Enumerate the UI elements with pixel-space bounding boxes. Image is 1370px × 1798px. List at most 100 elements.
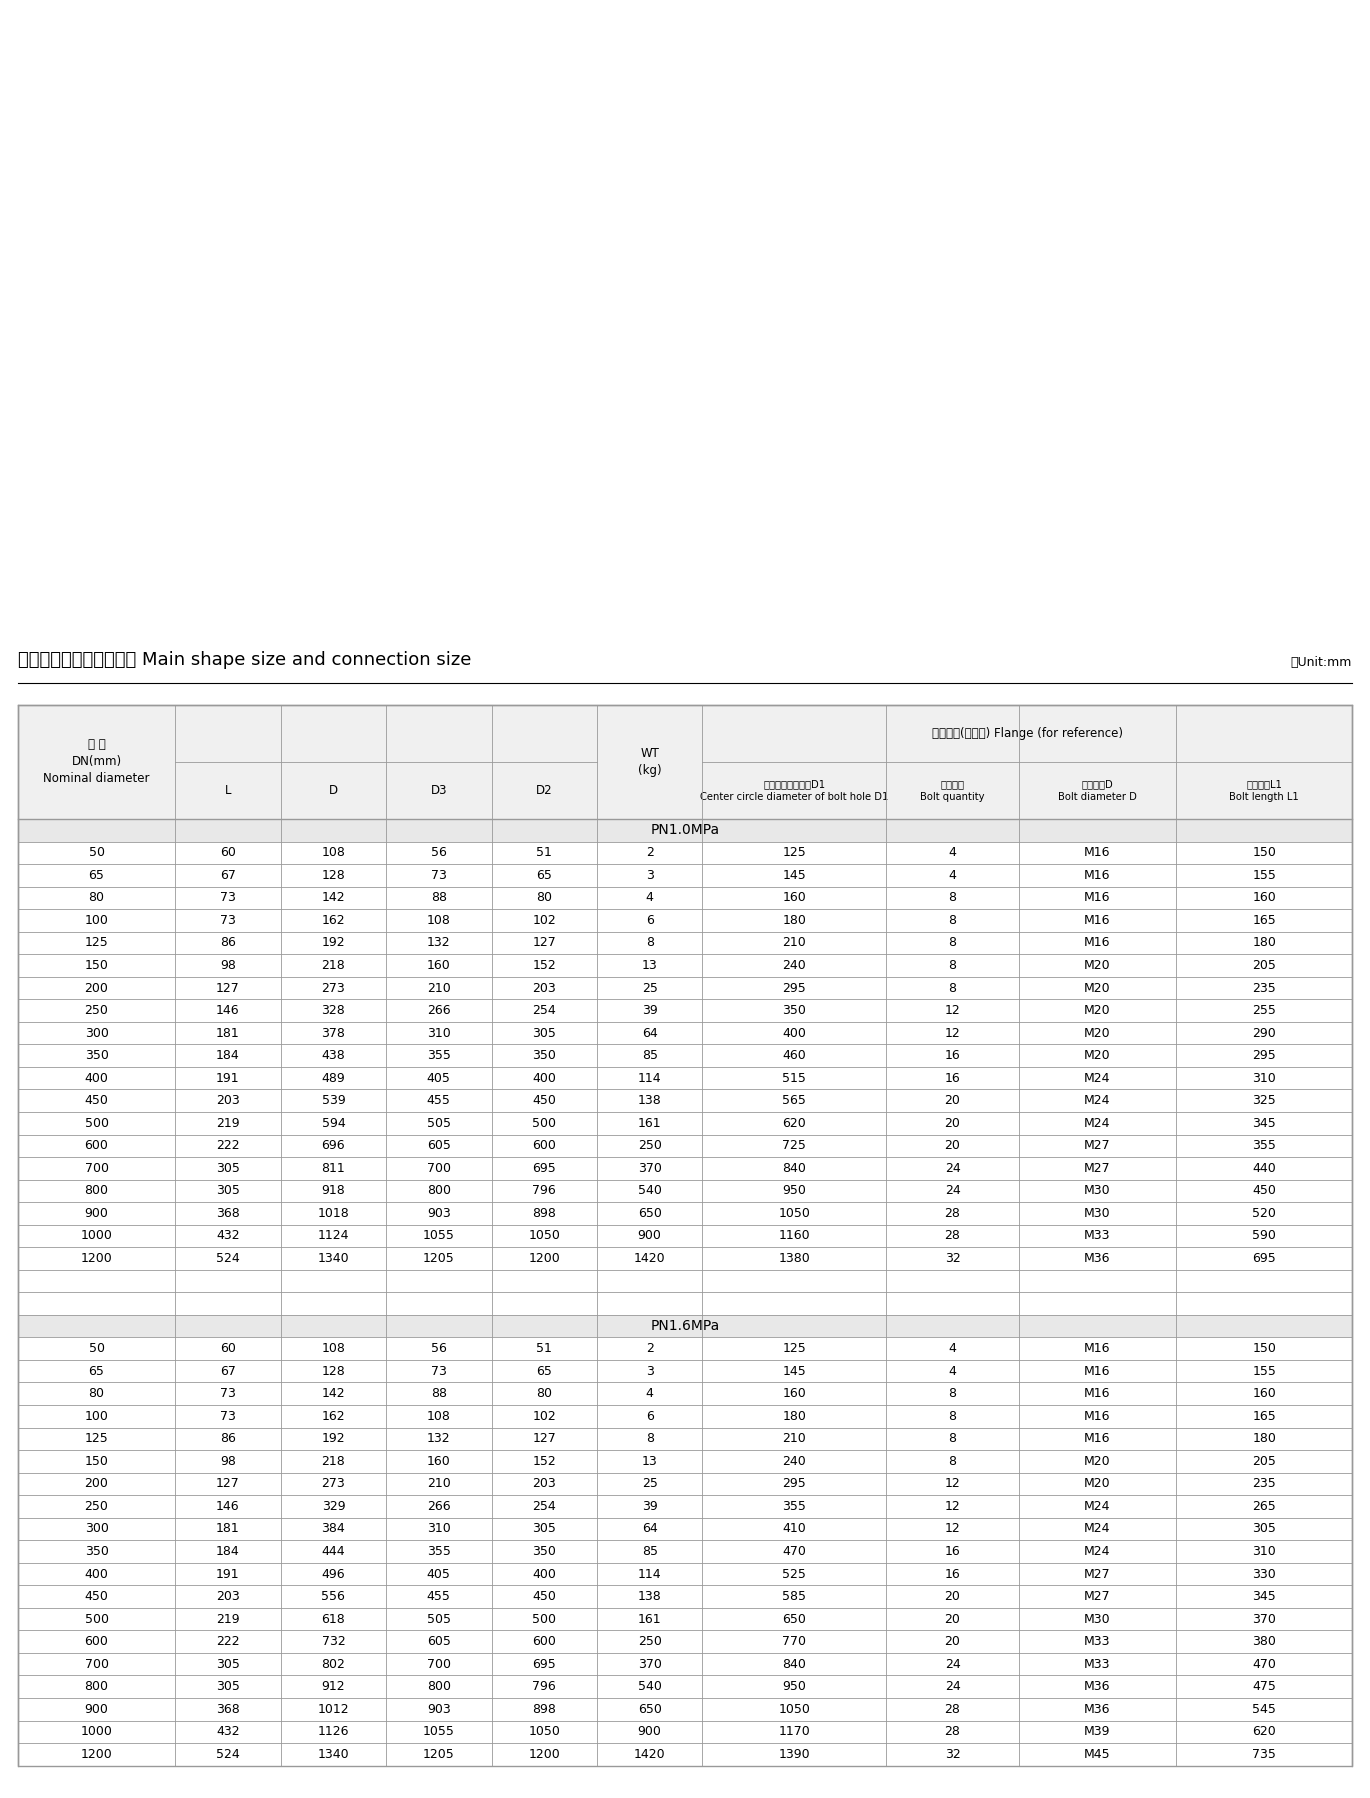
Text: 650: 650: [637, 1703, 662, 1715]
Text: 138: 138: [638, 1095, 662, 1108]
Bar: [18, 976, 1352, 1000]
Text: 205: 205: [1252, 1455, 1275, 1467]
Text: D2: D2: [536, 784, 552, 797]
Text: 39: 39: [641, 1500, 658, 1512]
Text: 1200: 1200: [81, 1748, 112, 1760]
Text: 56: 56: [432, 1341, 447, 1356]
Text: 219: 219: [216, 1117, 240, 1129]
Text: 16: 16: [945, 1050, 960, 1063]
Text: 100: 100: [85, 1410, 108, 1422]
Text: M33: M33: [1084, 1230, 1111, 1242]
Text: 60: 60: [221, 1341, 236, 1356]
Text: 600: 600: [533, 1140, 556, 1153]
Text: 4: 4: [645, 892, 653, 904]
Text: 1420: 1420: [634, 1748, 666, 1760]
Text: 65: 65: [536, 1365, 552, 1377]
Text: 150: 150: [1252, 847, 1275, 859]
Bar: [18, 1586, 1352, 1607]
Bar: [18, 820, 1352, 841]
Text: 500: 500: [532, 1117, 556, 1129]
Text: 222: 222: [216, 1140, 240, 1153]
Text: 4: 4: [948, 1365, 956, 1377]
Text: 811: 811: [322, 1162, 345, 1174]
Text: 161: 161: [638, 1613, 662, 1625]
Bar: [18, 1111, 1352, 1135]
Text: 903: 903: [427, 1703, 451, 1715]
Bar: [18, 1631, 1352, 1652]
Text: M45: M45: [1084, 1748, 1111, 1760]
Text: 266: 266: [427, 1003, 451, 1018]
Text: 455: 455: [427, 1095, 451, 1108]
Text: 1170: 1170: [778, 1726, 810, 1739]
Text: 1000: 1000: [81, 1230, 112, 1242]
Text: 254: 254: [533, 1003, 556, 1018]
Text: 螺栓孔中心圆直径D1
Center circle diameter of bolt hole D1: 螺栓孔中心圆直径D1 Center circle diameter of bol…: [700, 779, 889, 802]
Bar: [386, 705, 492, 762]
Text: 1050: 1050: [529, 1726, 560, 1739]
Bar: [886, 762, 1018, 820]
Text: 440: 440: [1252, 1162, 1275, 1174]
Bar: [18, 1359, 1352, 1383]
Bar: [18, 1158, 1352, 1179]
Text: 127: 127: [216, 1478, 240, 1491]
Text: 300: 300: [85, 1027, 108, 1039]
Text: 330: 330: [1252, 1568, 1275, 1580]
Bar: [492, 762, 597, 820]
Text: 950: 950: [782, 1185, 807, 1197]
Text: 1126: 1126: [318, 1726, 349, 1739]
Text: M24: M24: [1084, 1072, 1111, 1084]
Text: M16: M16: [1084, 1433, 1111, 1446]
Text: 310: 310: [1252, 1072, 1275, 1084]
Text: 16: 16: [945, 1544, 960, 1559]
Text: 146: 146: [216, 1500, 240, 1512]
Text: 450: 450: [533, 1589, 556, 1604]
Text: 65: 65: [89, 868, 104, 881]
Bar: [18, 1224, 1352, 1248]
Text: 160: 160: [782, 1388, 807, 1401]
Text: 160: 160: [427, 1455, 451, 1467]
Text: 184: 184: [216, 1544, 240, 1559]
Text: 796: 796: [533, 1681, 556, 1694]
Text: 350: 350: [782, 1003, 807, 1018]
Text: M16: M16: [1084, 892, 1111, 904]
Text: 1200: 1200: [529, 1251, 560, 1266]
Text: 127: 127: [533, 937, 556, 949]
Text: 1200: 1200: [529, 1748, 560, 1760]
Text: 8: 8: [948, 982, 956, 994]
Text: M16: M16: [1084, 1365, 1111, 1377]
Text: 384: 384: [322, 1523, 345, 1535]
Text: 1390: 1390: [778, 1748, 810, 1760]
Text: 螺栓数量
Bolt quantity: 螺栓数量 Bolt quantity: [921, 779, 985, 802]
Bar: [175, 762, 281, 820]
Text: 20: 20: [944, 1095, 960, 1108]
Text: 254: 254: [533, 1500, 556, 1512]
Text: 203: 203: [533, 1478, 556, 1491]
Bar: [18, 1404, 1352, 1428]
Bar: [18, 1045, 1352, 1066]
Text: 350: 350: [533, 1050, 556, 1063]
Text: 405: 405: [427, 1568, 451, 1580]
Text: 191: 191: [216, 1568, 240, 1580]
Bar: [18, 705, 1352, 1766]
Text: 1050: 1050: [778, 1206, 811, 1219]
Text: PN1.0MPa: PN1.0MPa: [651, 823, 719, 838]
Text: 51: 51: [536, 1341, 552, 1356]
Text: 125: 125: [85, 937, 108, 949]
Text: 180: 180: [782, 1410, 807, 1422]
Text: 73: 73: [432, 1365, 447, 1377]
Text: 6: 6: [645, 913, 653, 928]
Text: 67: 67: [221, 868, 236, 881]
Bar: [18, 1562, 1352, 1586]
Text: 28: 28: [944, 1206, 960, 1219]
Text: 191: 191: [216, 1072, 240, 1084]
Text: 505: 505: [427, 1613, 451, 1625]
Text: 203: 203: [216, 1589, 240, 1604]
Text: 20: 20: [944, 1140, 960, 1153]
Text: 400: 400: [533, 1568, 556, 1580]
Text: 88: 88: [430, 1388, 447, 1401]
Text: 600: 600: [85, 1634, 108, 1649]
Text: 620: 620: [782, 1117, 807, 1129]
Text: 400: 400: [85, 1568, 108, 1580]
Text: 161: 161: [638, 1117, 662, 1129]
Text: M24: M24: [1084, 1544, 1111, 1559]
